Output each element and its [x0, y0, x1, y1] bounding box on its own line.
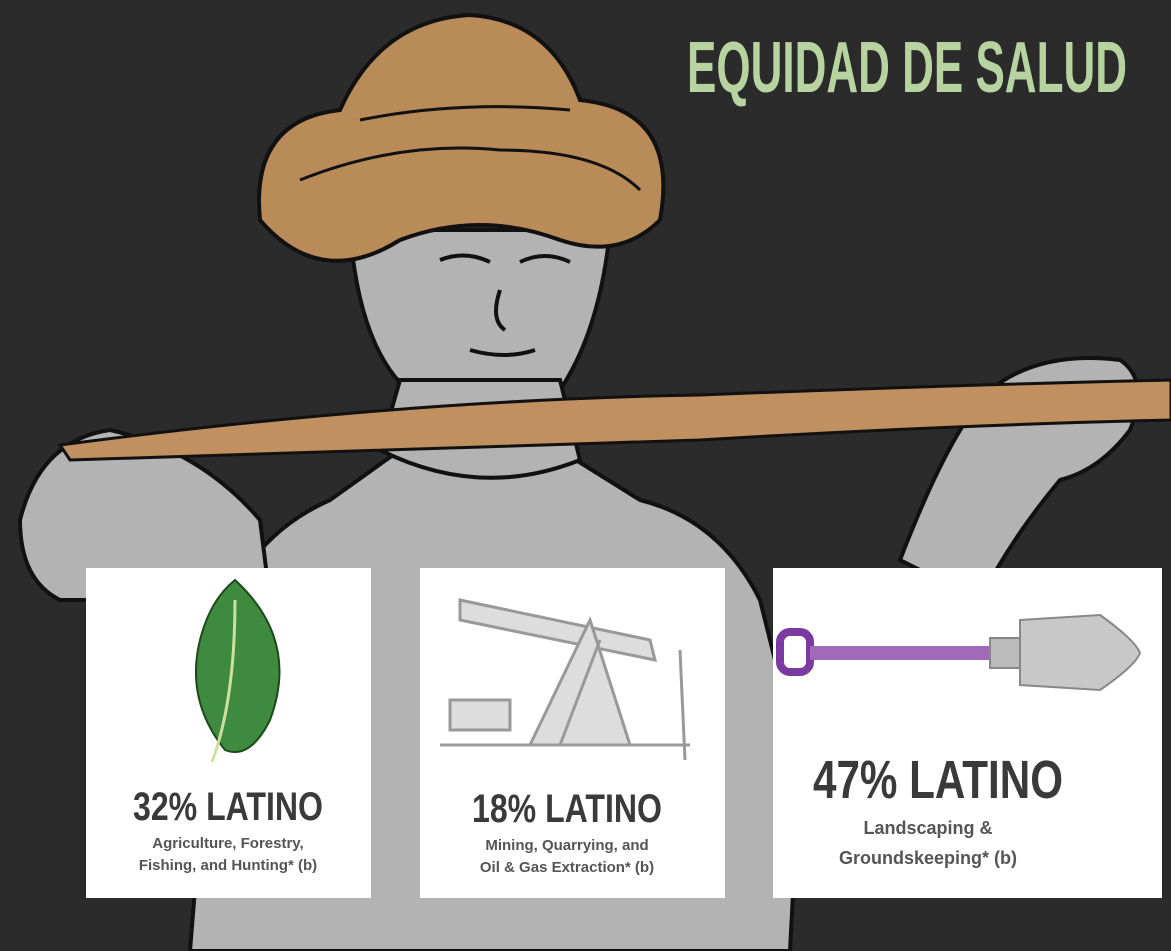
card-caption: Groundskeeping* (b) [839, 848, 1017, 868]
leaf-vein [210, 599, 237, 763]
shovel-neck [989, 637, 1021, 669]
stick [57, 378, 1171, 462]
pump-icon [440, 598, 690, 761]
card-stat: 18% LATINO [472, 787, 662, 831]
card-stat: 47% LATINO [813, 750, 1063, 810]
card-caption: Oil & Gas Extraction* (b) [480, 859, 654, 876]
card-stat: 32% LATINO [133, 785, 323, 829]
hat [257, 12, 666, 263]
card-caption: Agriculture, Forestry, [152, 835, 303, 852]
hat-lines [299, 105, 642, 192]
card-caption: Landscaping & [863, 818, 992, 838]
card-caption: Fishing, and Hunting* (b) [139, 857, 317, 874]
leaf-icon [194, 578, 281, 753]
shovel-handle [810, 646, 995, 660]
shovel-blade [1019, 613, 1142, 692]
card-caption: Mining, Quarrying, and [485, 837, 648, 854]
shoulder [17, 427, 273, 602]
title: EQUIDAD DE SALUD [687, 28, 1127, 108]
face [439, 253, 571, 357]
